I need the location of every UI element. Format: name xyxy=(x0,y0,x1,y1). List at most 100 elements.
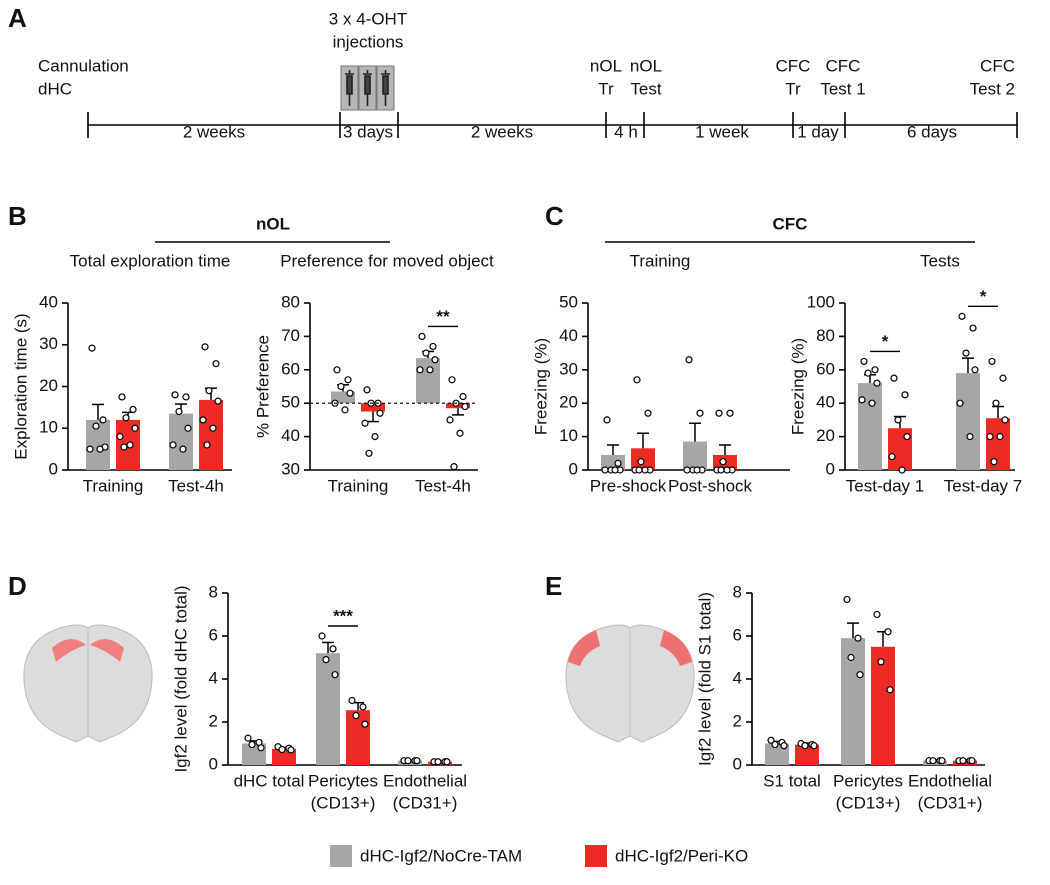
x-tick-label: S1 total xyxy=(763,771,821,790)
data-point xyxy=(199,416,207,424)
x-tick-label: Pericytes xyxy=(833,771,903,790)
y-axis-label: Igf2 level (fold S1 total) xyxy=(695,592,714,766)
data-point xyxy=(116,433,124,441)
y-tick-label: 70 xyxy=(281,326,300,345)
data-point xyxy=(88,344,96,352)
y-axis-label: Igf2 level (fold dHC total) xyxy=(171,585,190,772)
y-tick-label: 50 xyxy=(281,393,300,412)
data-point xyxy=(999,374,1007,382)
x-tick-label: Test-day 7 xyxy=(944,476,1022,495)
data-point xyxy=(884,628,892,636)
data-point xyxy=(856,671,864,679)
data-point xyxy=(450,463,458,471)
data-point xyxy=(248,740,256,749)
data-point xyxy=(244,734,252,742)
event-label: Test 1 xyxy=(820,79,865,98)
data-point xyxy=(854,634,862,642)
interval-label: 3 days xyxy=(343,122,393,141)
data-point xyxy=(847,653,855,662)
event-label: Tr xyxy=(598,79,614,98)
data-point xyxy=(858,396,866,404)
bar xyxy=(316,653,340,765)
y-tick-label: 100 xyxy=(807,292,835,311)
data-point xyxy=(726,409,734,417)
y-tick-label: 0 xyxy=(569,459,578,478)
data-point xyxy=(376,409,384,417)
data-point xyxy=(365,449,373,457)
data-point xyxy=(92,422,100,430)
event-label: CFC xyxy=(826,56,861,75)
event-label: 3 x 4-OHT xyxy=(329,9,407,28)
y-tick-label: 20 xyxy=(816,426,835,445)
data-point xyxy=(903,433,911,441)
y-tick-label: 0 xyxy=(49,459,58,478)
data-point xyxy=(873,379,881,387)
y-tick-label: 0 xyxy=(209,754,218,773)
data-point xyxy=(431,356,439,364)
data-point xyxy=(352,711,360,720)
data-point xyxy=(131,424,139,432)
brain-icon xyxy=(565,624,695,743)
y-tick-label: 2 xyxy=(209,711,218,730)
data-point xyxy=(715,409,723,417)
y-tick-label: 10 xyxy=(559,426,578,445)
y-tick-label: 80 xyxy=(816,326,835,345)
data-point xyxy=(86,445,94,453)
chart-title: Total exploration time xyxy=(70,251,231,270)
data-point xyxy=(446,416,454,424)
data-point xyxy=(696,409,704,417)
y-tick-label: 30 xyxy=(39,334,58,353)
data-point xyxy=(780,742,788,750)
data-point xyxy=(971,366,979,374)
event-label: nOL xyxy=(630,56,662,75)
data-point xyxy=(209,424,217,432)
data-point xyxy=(287,746,295,754)
x-tick-label: Test-4h xyxy=(415,476,471,495)
data-point xyxy=(203,441,211,449)
data-point xyxy=(886,686,894,694)
bar xyxy=(683,441,707,470)
data-point xyxy=(278,745,286,754)
data-point xyxy=(329,645,337,653)
data-point xyxy=(205,387,213,395)
data-point xyxy=(171,391,179,399)
data-point xyxy=(331,671,339,679)
data-point xyxy=(603,416,611,424)
data-point xyxy=(169,441,177,449)
data-point xyxy=(337,382,345,391)
data-point xyxy=(404,757,412,765)
event-label: Test xyxy=(630,79,661,98)
data-point xyxy=(986,433,994,441)
data-point xyxy=(962,349,970,357)
data-point xyxy=(348,696,356,705)
x-tick-label: Training xyxy=(83,476,144,495)
interval-label: 1 week xyxy=(695,122,749,141)
event-label: dHC xyxy=(38,79,72,98)
data-point xyxy=(988,357,996,366)
data-point xyxy=(126,441,134,449)
data-point xyxy=(938,757,946,765)
data-point xyxy=(461,402,469,411)
data-point xyxy=(429,342,437,351)
data-point xyxy=(810,742,818,750)
bar xyxy=(199,399,223,470)
y-axis-label: Exploration time (s) xyxy=(11,313,30,459)
interval-label: 1 day xyxy=(797,122,839,141)
data-point xyxy=(96,445,104,453)
y-tick-label: 20 xyxy=(39,376,58,395)
data-point xyxy=(717,466,725,474)
data-point xyxy=(614,459,622,467)
data-point xyxy=(120,443,128,451)
data-point xyxy=(456,429,464,437)
y-tick-label: 30 xyxy=(281,459,300,478)
data-point xyxy=(719,458,727,466)
bar xyxy=(346,710,370,765)
data-point xyxy=(864,369,872,377)
data-point xyxy=(426,366,434,374)
data-point xyxy=(257,744,265,752)
interval-label: 2 weeks xyxy=(471,122,533,141)
data-point xyxy=(890,374,898,382)
data-point xyxy=(888,453,896,461)
event-label: nOL xyxy=(590,56,622,75)
